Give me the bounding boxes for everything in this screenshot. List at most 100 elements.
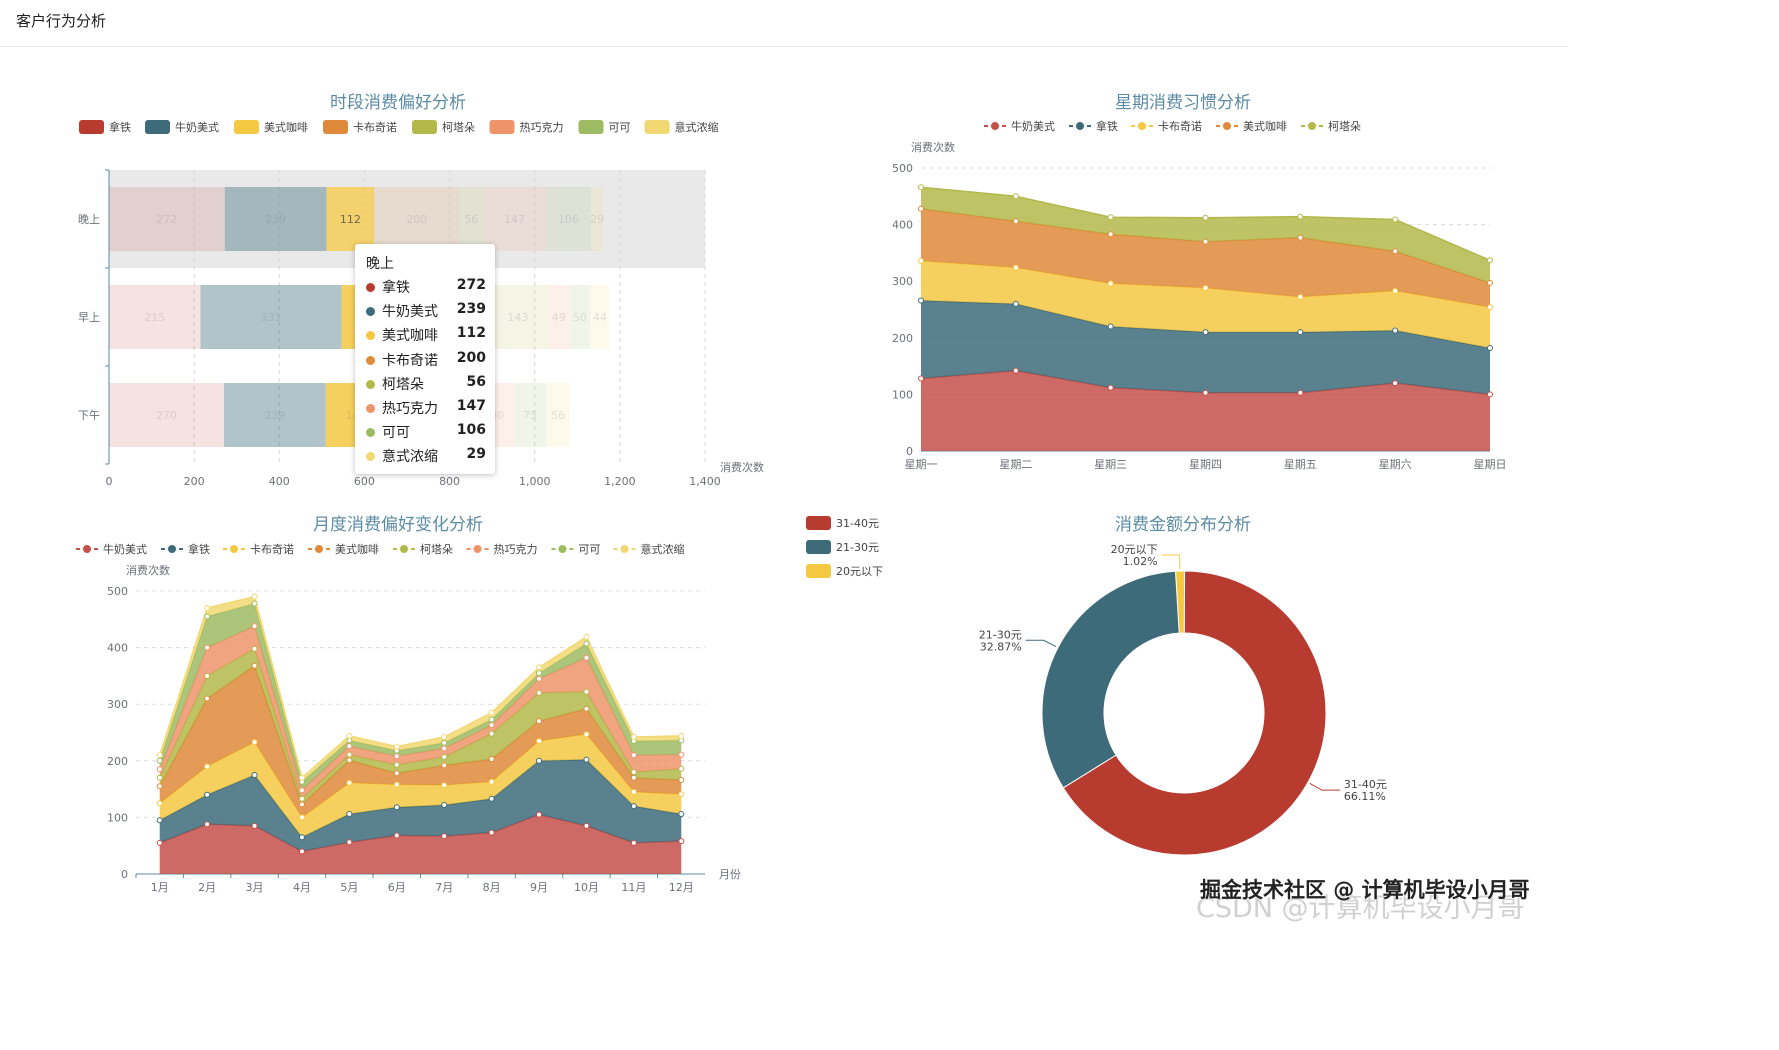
data-point bbox=[1107, 280, 1114, 287]
bar-segment bbox=[109, 383, 224, 447]
data-point bbox=[251, 662, 258, 669]
top-bar: 客户行为分析 bbox=[0, 0, 1568, 47]
data-point bbox=[204, 613, 211, 620]
x-tick-label: 600 bbox=[354, 475, 375, 488]
tooltip-row: 拿铁 272 bbox=[366, 277, 486, 297]
data-point bbox=[346, 811, 353, 818]
data-point bbox=[678, 751, 685, 758]
series-area bbox=[921, 370, 1490, 451]
bar-value-label: 143 bbox=[507, 311, 528, 324]
tooltip-series-value: 56 bbox=[466, 373, 486, 390]
data-point bbox=[630, 769, 637, 776]
legend-swatch-icon bbox=[145, 120, 170, 134]
legend-swatch-icon bbox=[489, 120, 515, 134]
data-point bbox=[346, 757, 353, 764]
legend-dot-icon bbox=[82, 544, 92, 554]
data-point bbox=[488, 722, 495, 729]
x-tick-label: 6月 bbox=[388, 881, 406, 894]
data-point bbox=[1107, 214, 1114, 221]
y-tick-label: 下午 bbox=[78, 409, 100, 422]
legend-label: 卡布奇诺 bbox=[1158, 120, 1202, 133]
watermark: 掘金技术社区 @ 计算机毕设小月哥 bbox=[1200, 878, 1530, 902]
legend-label: 热巧克力 bbox=[520, 121, 564, 134]
tooltip-series-name: 卡布奇诺 bbox=[382, 352, 438, 369]
y-tick-label: 500 bbox=[107, 585, 128, 598]
data-point bbox=[630, 788, 637, 795]
x-tick-label: 800 bbox=[439, 475, 460, 488]
legend-label: 拿铁 bbox=[1096, 119, 1118, 133]
tooltip-marker-icon bbox=[366, 331, 375, 341]
x-tick-label: 星期六 bbox=[1379, 458, 1412, 471]
data-point bbox=[536, 675, 543, 682]
x-tick-label: 12月 bbox=[669, 881, 694, 894]
data-point bbox=[204, 763, 211, 770]
bar-value-label: 44 bbox=[593, 311, 607, 324]
tooltip-series-name: 热巧克力 bbox=[382, 401, 438, 417]
data-point bbox=[583, 822, 590, 829]
legend-label: 卡布奇诺 bbox=[250, 543, 294, 556]
bar-value-label: 272 bbox=[156, 213, 177, 226]
legend-label: 拿铁 bbox=[188, 542, 210, 556]
label-leader-line bbox=[1309, 782, 1340, 791]
data-point bbox=[1107, 231, 1114, 238]
tooltip-row: 柯塔朵 56 bbox=[366, 374, 486, 394]
data-point bbox=[251, 739, 258, 746]
data-point bbox=[156, 839, 163, 846]
tooltip-series-name: 柯塔朵 bbox=[382, 376, 424, 393]
tooltip-series-name: 意式浓缩 bbox=[382, 449, 438, 466]
data-point bbox=[441, 739, 448, 746]
legend-dot-icon bbox=[557, 544, 568, 554]
legend-label: 意式浓缩 bbox=[675, 120, 719, 134]
y-tick-label: 400 bbox=[107, 642, 128, 655]
data-point bbox=[630, 803, 637, 810]
data-point bbox=[488, 756, 495, 763]
y-tick-label: 400 bbox=[892, 219, 913, 232]
x-tick-label: 4月 bbox=[293, 881, 311, 894]
tooltip-series-name: 可可 bbox=[382, 425, 410, 442]
pie-slice bbox=[1041, 570, 1180, 789]
bar-value-label: 147 bbox=[504, 213, 525, 226]
data-point bbox=[918, 375, 924, 382]
legend-dot-icon bbox=[167, 544, 177, 554]
data-point bbox=[536, 737, 543, 744]
data-point bbox=[1297, 234, 1304, 241]
tooltip-row: 意式浓缩 29 bbox=[366, 446, 486, 466]
amount-donut-chart[interactable]: 消费金额分布分析31-40元21-30元20元以下20元以下1.02%31-40… bbox=[790, 495, 1568, 875]
bar-segment bbox=[545, 187, 591, 251]
tooltip-row: 牛奶美式 239 bbox=[366, 301, 486, 321]
legend-label: 美式咖啡 bbox=[1243, 119, 1287, 133]
series-area bbox=[159, 734, 682, 838]
data-point bbox=[678, 765, 685, 772]
chart-title: 时段消费偏好分析 bbox=[330, 93, 466, 113]
data-point bbox=[583, 705, 590, 712]
data-point bbox=[488, 709, 495, 716]
legend-dot-icon bbox=[1222, 121, 1232, 131]
legend-swatch-icon bbox=[79, 120, 104, 134]
y-axis-name: 消费次数 bbox=[126, 563, 170, 577]
bar-segment bbox=[590, 187, 604, 251]
series-area bbox=[921, 187, 1490, 283]
data-point bbox=[536, 670, 543, 677]
data-point bbox=[1297, 213, 1304, 220]
bar-value-label: 215 bbox=[144, 311, 165, 324]
x-tick-label: 1,200 bbox=[604, 475, 636, 488]
legend-dot-icon bbox=[472, 544, 483, 554]
tooltip-marker-icon bbox=[366, 355, 375, 365]
x-tick-label: 星期五 bbox=[1284, 458, 1317, 471]
series-line bbox=[158, 595, 682, 780]
legend-swatch-icon bbox=[806, 540, 831, 554]
data-point bbox=[1012, 300, 1019, 307]
bar-segment bbox=[374, 187, 460, 251]
label-leader-line bbox=[1025, 639, 1057, 648]
x-tick-label: 200 bbox=[184, 475, 205, 488]
data-point bbox=[251, 600, 258, 607]
data-point bbox=[1487, 344, 1493, 351]
legend-dot-icon bbox=[619, 544, 630, 554]
legend-label: 牛奶美式 bbox=[1011, 119, 1055, 133]
data-point bbox=[488, 829, 495, 836]
data-point bbox=[204, 821, 211, 828]
data-point bbox=[1487, 279, 1493, 286]
data-point bbox=[488, 778, 495, 785]
